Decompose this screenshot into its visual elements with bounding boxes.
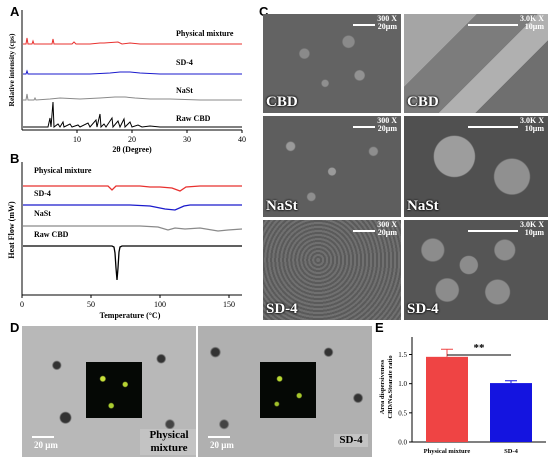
- micro-scale-label: 20 μm: [210, 440, 234, 450]
- sem-scale-bar: [353, 230, 375, 232]
- panel-a-trace-raw-cbd: [23, 101, 242, 129]
- panel-a-xtick-label: 40: [238, 135, 246, 144]
- sem-label-sd4: SD-4: [407, 301, 439, 317]
- sem-mag-text: 3.0K X 10μm: [520, 220, 544, 237]
- panel-letter-d: D: [10, 320, 20, 335]
- sem-mag-text: 300 X 20μm: [377, 116, 397, 133]
- panel-a-label-sd4: SD-4: [176, 58, 193, 67]
- sem-label-sd4: SD-4: [266, 301, 298, 317]
- panel-letter-c: C: [259, 4, 269, 19]
- panel-e-bars: [426, 348, 532, 442]
- panel-b-label-nast: NaSt: [34, 209, 51, 218]
- sem-mag-text: 3.0K X 10μm: [520, 116, 544, 133]
- panel-e-error-bar: [505, 380, 517, 384]
- sem-mag-text: 300 X 20μm: [377, 220, 397, 237]
- panel-a-trace-nast: [23, 93, 242, 101]
- panel-b-dsc-chart: Heat Flow (mW) 0 50 100 150 Temperature …: [7, 162, 243, 320]
- fluorescence-inset: [86, 362, 142, 418]
- micro-scale-label: 20 μm: [34, 440, 58, 450]
- panel-b-xtick-label: 50: [87, 300, 95, 309]
- sem-label-cbd: CBD: [407, 94, 439, 110]
- panel-b-trace-raw-cbd: [23, 245, 242, 281]
- sem-scale-bar: [468, 24, 518, 26]
- panel-letter-b: B: [10, 151, 20, 166]
- panel-b-xlabel: Temperature (°C): [100, 311, 161, 320]
- panel-a-label-nast: NaSt: [176, 86, 193, 95]
- panel-e-ytick-label: 1.0: [398, 380, 407, 388]
- panel-b-xtick-label: 150: [223, 300, 235, 309]
- panel-b-label-sd4: SD-4: [34, 189, 51, 198]
- panel-b-ylabel: Heat Flow (mW): [7, 201, 16, 259]
- panel-e-ylabel-line2: CBD/Na.Stearate ratio: [387, 355, 394, 418]
- micro-scale-bar: [32, 436, 54, 438]
- panel-e-ytick-label: 0.0: [398, 439, 407, 447]
- panel-a-xlabel: 2θ (Degree): [112, 145, 152, 154]
- panel-e-ytick-label: 1.5: [398, 351, 407, 359]
- panel-a-label-raw-cbd: Raw CBD: [176, 114, 211, 123]
- panel-b-trace-sd4: [23, 204, 242, 211]
- panel-b-label-physical-mixture: Physical mixture: [34, 166, 92, 175]
- panel-letter-e: E: [375, 320, 384, 335]
- sem-image-sd4-3k: 3.0K X 10μm SD-4: [404, 220, 548, 320]
- panel-b-xtick-label: 100: [154, 300, 166, 309]
- sem-image-nast-300x: 300 X 20μm NaSt: [263, 116, 401, 217]
- micro-scale-bar: [208, 436, 230, 438]
- panel-e-significance-label: **: [474, 342, 486, 354]
- panel-a-trace-sd4: [23, 69, 242, 75]
- panel-a-xtick-label: 10: [73, 135, 81, 144]
- sem-scale-bar: [353, 24, 375, 26]
- sem-label-cbd: CBD: [266, 94, 298, 110]
- sem-scale-bar: [468, 126, 518, 128]
- panel-e-bar-physical-mixture: [426, 356, 468, 442]
- micro-label-physical-mixture: Physical mixture: [140, 429, 196, 455]
- panel-e-bar-chart: Area dispersiveness CBD/Na.Stearate rati…: [379, 337, 546, 455]
- fluorescence-inset: [260, 362, 316, 418]
- panel-e-xtick-sd4: SD-4: [504, 448, 518, 455]
- panel-e-yticks: 0.0 0.5 1.0 1.5: [398, 351, 412, 447]
- sem-label-nast: NaSt: [266, 198, 298, 214]
- sem-image-nast-3k: 3.0K X 10μm NaSt: [404, 116, 548, 217]
- panel-e-ytick-label: 0.5: [398, 409, 407, 417]
- micro-image-sd4: 20 μm SD-4: [198, 326, 372, 457]
- panel-a-xrd-chart: Relative intensity (cps) 10 20 30 40 2θ …: [7, 10, 246, 154]
- sem-image-sd4-300x: 300 X 20μm SD-4: [263, 220, 401, 320]
- panel-a-xticks: 10 20 30 40: [73, 130, 246, 144]
- micro-image-physical-mixture: 20 μm Physical mixture: [22, 326, 196, 457]
- panel-a-label-physical-mixture: Physical mixture: [176, 29, 234, 38]
- panel-e-ylabel-line1: Area dispersiveness: [379, 359, 386, 414]
- sem-image-cbd-300x: 300 X 20μm CBD: [263, 14, 401, 113]
- panel-a-trace-physical-mixture: [23, 37, 242, 45]
- panel-b-trace-nast: [23, 225, 243, 232]
- sem-mag-text: 300 X 20μm: [377, 14, 397, 31]
- sem-label-nast: NaSt: [407, 198, 439, 214]
- panel-a-xtick-label: 30: [183, 135, 191, 144]
- panel-b-trace-physical-mixture: [23, 185, 242, 192]
- panel-b-xticks: 0 50 100 150: [20, 295, 235, 309]
- panel-letter-a: A: [10, 4, 20, 19]
- panel-e-bar-sd4: [490, 383, 532, 442]
- panel-b-label-raw-cbd: Raw CBD: [34, 230, 69, 239]
- panel-b-xtick-label: 0: [20, 300, 24, 309]
- panel-e-xtick-physical-mixture: Physical mixture: [424, 448, 471, 455]
- panel-a-xtick-label: 20: [128, 135, 136, 144]
- panel-e-error-bar: [441, 348, 453, 357]
- sem-mag-text: 3.0K X 10μm: [520, 14, 544, 31]
- sem-scale-bar: [353, 126, 375, 128]
- panel-a-ylabel: Relative intensity (cps): [7, 33, 16, 106]
- sem-image-cbd-3k: 3.0K X 10μm CBD: [404, 14, 548, 113]
- micro-label-sd4: SD-4: [334, 434, 368, 447]
- panel-c-sem-grid: 300 X 20μm CBD 3.0K X 10μm CBD 300 X 20μm N…: [263, 14, 548, 320]
- sem-scale-bar: [468, 230, 518, 232]
